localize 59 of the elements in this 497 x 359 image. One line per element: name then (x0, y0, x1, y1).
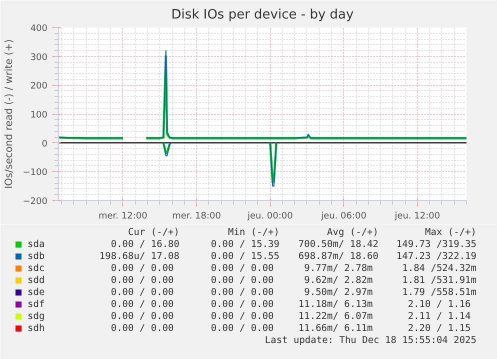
text: 0.00 / 0.00 (110, 275, 174, 286)
y-tick-label: 400 (30, 24, 48, 34)
text: Avg (-/+) (327, 227, 379, 238)
text: 700.50m/ 18.42 (298, 239, 379, 250)
text: Last update: Thu Dec 18 15:55:04 2025 (264, 335, 477, 346)
legend-label: sdh (28, 323, 45, 334)
legend-label: sdf (28, 299, 45, 310)
text: 149.73 /319.35 (396, 239, 477, 250)
text: 698.87m/ 18.60 (298, 251, 379, 262)
text: 9.77m/ 2.78m (304, 263, 374, 274)
text: 147.23 /322.19 (396, 251, 477, 262)
text: 198.68u/ 17.08 (99, 251, 180, 262)
text: 2.10 / 1.16 (408, 299, 472, 310)
text: 11.22m/ 6.07m (298, 311, 374, 322)
text: 0.00 / 0.00 (210, 323, 274, 334)
legend-label: sdb (28, 251, 45, 262)
text: 0.00 / 16.80 (110, 239, 180, 250)
text: 11.66m/ 6.11m (298, 323, 374, 334)
text: 0.00 / 0.00 (110, 299, 174, 310)
x-tick-label: jeu. 00:00 (246, 212, 294, 222)
text: 2.20 / 1.15 (408, 323, 471, 334)
text: Max (-/+) (425, 227, 477, 238)
y-tick-label: −200 (22, 197, 48, 207)
text: 0.00 / 0.00 (210, 287, 274, 298)
text: 0.00 / 0.00 (210, 275, 274, 286)
text: 2.11 / 1.14 (408, 311, 472, 322)
y-tick-label: 100 (30, 110, 48, 120)
text: 0.00 / 15.55 (210, 251, 280, 262)
text: 9.62m/ 2.82m (304, 275, 374, 286)
text: Min (-/+) (228, 227, 280, 238)
y-tick-label: 300 (30, 52, 48, 63)
x-tick-label: mer. 12:00 (98, 212, 148, 222)
y-tick-label: −100 (22, 168, 48, 178)
text: 11.18m/ 6.13m (298, 299, 374, 310)
legend-label: sde (28, 287, 45, 298)
text: 0.00 / 0.00 (210, 263, 274, 274)
legend-label: sdd (28, 275, 45, 286)
text: 1.84 /524.32m (402, 263, 477, 274)
x-tick-label: jeu. 06:00 (320, 212, 367, 222)
text: 1.81 /531.91m (402, 275, 477, 286)
y-tick-label: 0 (42, 139, 48, 150)
text: 0.00 / 0.00 (210, 311, 274, 322)
text: 0.00 / 0.00 (110, 323, 174, 334)
text: 0.00 / 0.00 (110, 287, 174, 298)
text: 1.79 /558.51m (402, 287, 477, 298)
text: 0.00 / 0.00 (110, 311, 174, 322)
legend-label: sdc (28, 263, 45, 274)
text: Cur (-/+) (128, 227, 180, 238)
y-axis-title: IOs/second read (-) / write (+) (4, 39, 15, 189)
x-tick-label: jeu. 12:00 (394, 212, 440, 222)
text: 0.00 / 0.00 (210, 299, 274, 310)
chart-title: Disk IOs per device - by day (171, 8, 354, 22)
x-tick-label: mer. 18:00 (172, 212, 222, 222)
legend-label: sda (28, 239, 45, 250)
text: 9.50m/ 2.97m (304, 287, 374, 298)
text: 0.00 / 15.39 (210, 239, 280, 250)
y-tick-label: 200 (30, 82, 48, 92)
legend-label: sdg (28, 311, 45, 322)
text: 0.00 / 0.00 (110, 263, 174, 274)
